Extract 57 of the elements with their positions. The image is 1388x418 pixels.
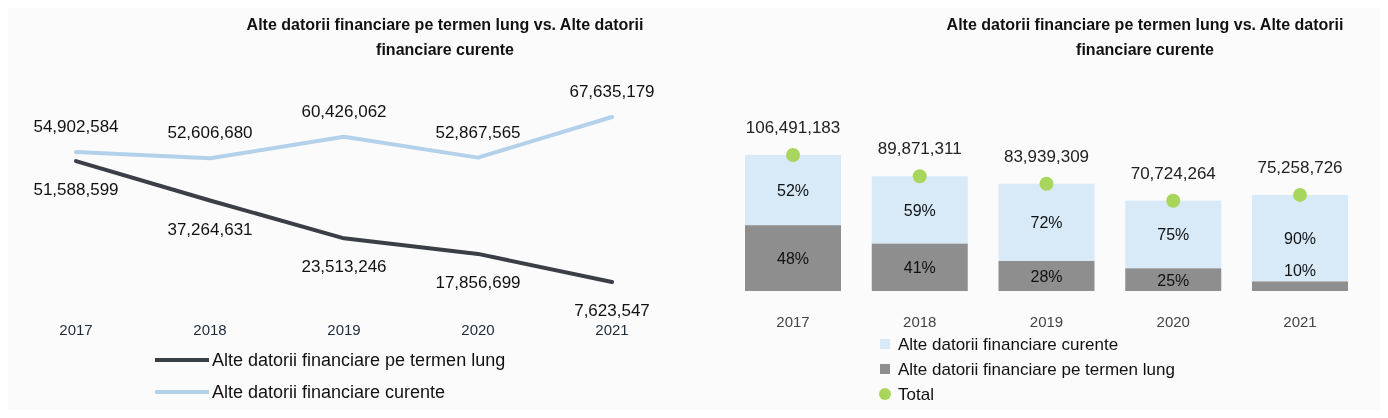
chart-title: Alte datorii financiare pe termen lung vs. Alte datorii financiare curente bbox=[246, 16, 644, 58]
legend-label: Total bbox=[898, 385, 934, 404]
data-label: 7,623,547 bbox=[574, 301, 650, 321]
bar bbox=[1125, 200, 1222, 269]
bar bbox=[871, 243, 968, 291]
legend-label: Alte datorii financiare curente bbox=[212, 382, 446, 402]
x-tick-label: 2017 bbox=[776, 313, 810, 330]
data-label: 23,513,246 bbox=[301, 257, 387, 277]
x-tick-label: 2020 bbox=[1156, 313, 1190, 330]
data-label: 52,606,680 bbox=[167, 123, 253, 143]
data-label: 89,871,311 bbox=[877, 139, 962, 159]
annotation: 72% bbox=[1030, 214, 1063, 232]
data-label: 54,902,584 bbox=[33, 117, 119, 137]
bar bbox=[745, 225, 841, 291]
annotation: 10% bbox=[1283, 262, 1317, 280]
annotation: 41% bbox=[903, 259, 936, 277]
annotation: 25% bbox=[1157, 271, 1190, 289]
annotation: 75% bbox=[1157, 226, 1190, 244]
x-tick-label: 2020 bbox=[461, 321, 495, 338]
bar bbox=[871, 176, 968, 244]
point bbox=[786, 148, 800, 162]
x-tick-label: 2021 bbox=[1283, 313, 1317, 330]
point bbox=[1166, 193, 1181, 208]
data-label: 51,588,599 bbox=[33, 180, 119, 200]
bar bbox=[998, 260, 1095, 291]
legend-label: Alte datorii financiare pe termen lung bbox=[212, 350, 506, 370]
annotation: 59% bbox=[903, 201, 936, 219]
bar bbox=[1252, 194, 1348, 282]
x-tick-label: 2019 bbox=[327, 321, 361, 338]
bar bbox=[1252, 281, 1348, 291]
data-label: 83,939,309 bbox=[1003, 146, 1090, 166]
data-label: 17,856,699 bbox=[435, 272, 521, 292]
x-tick-label: 2018 bbox=[903, 313, 937, 330]
x-tick-label: 2019 bbox=[1029, 313, 1064, 330]
bar bbox=[745, 155, 841, 226]
data-label: 60,426,062 bbox=[301, 101, 387, 121]
data-label: 52,867,565 bbox=[435, 122, 521, 142]
annotation: 48% bbox=[776, 250, 810, 268]
x-tick-label: 2017 bbox=[59, 321, 93, 338]
text: Alte datorii financiare pe termen lung vs. Alte datorii financiare curente bbox=[946, 16, 1344, 58]
annotation: 52% bbox=[776, 182, 810, 200]
data-label: 67,635,179 bbox=[569, 82, 655, 101]
point bbox=[1039, 176, 1054, 191]
data-label: 106,491,183 bbox=[745, 118, 841, 137]
data-label: 37,264,631 bbox=[167, 219, 253, 239]
x-tick-label: 2021 bbox=[595, 321, 629, 338]
annotation: 28% bbox=[1030, 267, 1063, 285]
point bbox=[912, 169, 927, 184]
annotation: 90% bbox=[1283, 230, 1317, 248]
data-label: 75,258,726 bbox=[1257, 157, 1343, 177]
point bbox=[1293, 187, 1307, 202]
data-label: 70,724,264 bbox=[1130, 163, 1216, 183]
x-tick-label: 2018 bbox=[193, 321, 227, 338]
legend-label: Alte datorii financiare curente bbox=[898, 335, 1119, 354]
legend-label: Alte datorii financiare pe termen lung bbox=[898, 360, 1175, 379]
bar bbox=[998, 183, 1095, 261]
bar bbox=[1125, 268, 1222, 291]
